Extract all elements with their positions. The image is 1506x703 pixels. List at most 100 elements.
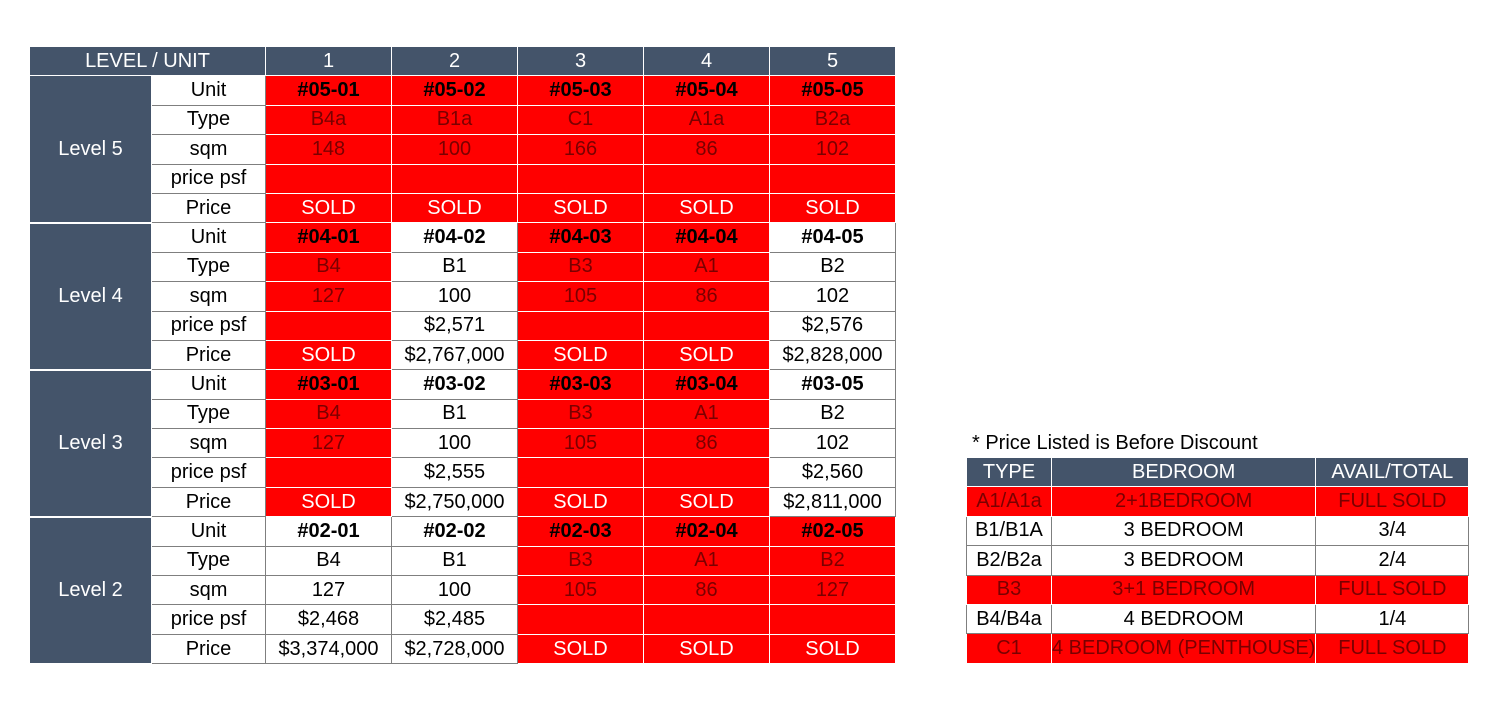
price-psf-cell: [265, 457, 392, 488]
unit-type-cell: B3: [517, 545, 644, 577]
row-label: Price: [151, 339, 266, 371]
summary-avail-cell: 2/4: [1315, 545, 1470, 576]
unit-number-cell: #04-03: [517, 222, 644, 253]
row-label: Price: [151, 633, 266, 665]
price-cell: $2,828,000: [769, 339, 896, 371]
unit-number-cell: #05-01: [265, 75, 392, 106]
summary-avail-cell: 1/4: [1315, 603, 1470, 635]
summary-type-cell: B3: [966, 574, 1052, 605]
unit-number-cell: #03-03: [517, 369, 644, 400]
unit-number-cell: #03-01: [265, 369, 392, 400]
sqm-cell: 100: [391, 428, 518, 459]
summary-row: C1 4 BEDROOM (PENTHOUSE) FULL SOLD: [966, 633, 1470, 664]
row-label: Unit: [151, 516, 266, 547]
summary-header-type: TYPE: [966, 456, 1052, 488]
row-label: Type: [151, 545, 266, 577]
unit-number-cell: #05-04: [643, 75, 770, 106]
unit-type-cell: A1: [643, 398, 770, 430]
table-row: Price SOLD $2,767,000 SOLD SOLD $2,828,000: [30, 339, 896, 371]
price-psf-cell: [517, 604, 644, 635]
summary-row: B3 3+1 BEDROOM FULL SOLD: [966, 574, 1470, 605]
level-label: Level 5: [29, 75, 152, 224]
table-row: price psf $2,555 $2,560: [30, 457, 896, 488]
level-label: Level 3: [29, 369, 152, 518]
price-cell: SOLD: [643, 339, 770, 371]
row-label: sqm: [151, 281, 266, 312]
price-cell: SOLD: [517, 339, 644, 371]
price-psf-cell: $2,468: [265, 604, 392, 635]
sqm-cell: 105: [517, 428, 644, 459]
row-label: Type: [151, 398, 266, 430]
row-label: Price: [151, 486, 266, 518]
sqm-cell: 127: [265, 575, 392, 606]
unit-type-cell: B1: [391, 398, 518, 430]
level-unit-header: LEVEL / UNIT: [29, 45, 266, 77]
unit-type-cell: B1: [391, 251, 518, 283]
row-label: Unit: [151, 222, 266, 253]
price-cell: SOLD: [517, 486, 644, 518]
table-row: Type B4 B1 B3 A1 B2: [30, 251, 896, 283]
price-cell: SOLD: [517, 633, 644, 665]
summary-row: B1/B1A 3 BEDROOM 3/4: [966, 515, 1470, 547]
sqm-cell: 86: [643, 428, 770, 459]
summary-avail-cell: 3/4: [1315, 515, 1470, 547]
price-cell: $2,811,000: [769, 486, 896, 518]
table-row: sqm 127 100 105 86 102: [30, 281, 896, 312]
sqm-cell: 102: [769, 281, 896, 312]
unit-type-cell: B3: [517, 398, 644, 430]
price-psf-cell: [643, 310, 770, 341]
summary-header-avail: AVAIL/TOTAL: [1315, 456, 1470, 488]
unit-type-cell: A1: [643, 545, 770, 577]
sqm-cell: 127: [265, 281, 392, 312]
column-header: 1: [265, 45, 392, 77]
summary-avail-cell: FULL SOLD: [1315, 574, 1470, 605]
table-row: Type B4 B1 B3 A1 B2: [30, 545, 896, 577]
price-psf-cell: $2,555: [391, 457, 518, 488]
table-row: Price SOLD SOLD SOLD SOLD SOLD: [30, 192, 896, 224]
row-label: price psf: [151, 604, 266, 635]
unit-type-cell: B4a: [265, 104, 392, 136]
table-row: Price SOLD $2,750,000 SOLD SOLD $2,811,000: [30, 486, 896, 518]
summary-type-cell: A1/A1a: [966, 486, 1052, 517]
row-label: sqm: [151, 428, 266, 459]
unit-number-cell: #03-02: [391, 369, 518, 400]
price-cell: SOLD: [391, 192, 518, 224]
unit-number-cell: #04-04: [643, 222, 770, 253]
row-label: Unit: [151, 75, 266, 106]
table-row: price psf: [30, 163, 896, 194]
unit-type-cell: B2: [769, 545, 896, 577]
price-cell: $2,750,000: [391, 486, 518, 518]
unit-type-cell: B1a: [391, 104, 518, 136]
row-label: Type: [151, 251, 266, 283]
sqm-cell: 100: [391, 575, 518, 606]
table-row: price psf $2,468 $2,485: [30, 604, 896, 635]
summary-bedroom-cell: 2+1BEDROOM: [1050, 486, 1317, 517]
table-row: price psf $2,571 $2,576: [30, 310, 896, 341]
summary-bedroom-cell: 3+1 BEDROOM: [1050, 574, 1317, 605]
price-cell: SOLD: [265, 339, 392, 371]
unit-number-cell: #04-05: [769, 222, 896, 253]
unit-type-cell: A1a: [643, 104, 770, 136]
unit-type-cell: B4: [265, 398, 392, 430]
summary-row: B2/B2a 3 BEDROOM 2/4: [966, 545, 1470, 576]
unit-number-cell: #02-02: [391, 516, 518, 547]
row-label: Type: [151, 104, 266, 136]
summary-bedroom-cell: 3 BEDROOM: [1050, 515, 1317, 547]
table-header-row: LEVEL / UNIT 1 2 3 4 5: [29, 45, 896, 77]
level-label: Level 2: [29, 516, 152, 665]
price-psf-cell: $2,485: [391, 604, 518, 635]
sqm-cell: 105: [517, 575, 644, 606]
price-cell: SOLD: [265, 486, 392, 518]
price-psf-cell: $2,576: [769, 310, 896, 341]
table-row: Level 3 Unit #03-01 #03-02 #03-03 #03-04 #03-0…: [29, 369, 896, 518]
table-row: Level 4 Unit #04-01 #04-02 #04-03 #04-04 #04-0…: [29, 222, 896, 371]
table-row: Price $3,374,000 $2,728,000 SOLD SOLD SOLD: [30, 633, 896, 665]
sqm-cell: 102: [769, 428, 896, 459]
price-psf-cell: [643, 163, 770, 194]
unit-number-cell: #03-04: [643, 369, 770, 400]
unit-type-cell: C1: [517, 104, 644, 136]
type-summary-table: TYPE BEDROOM AVAIL/TOTAL A1/A1a 2+1BEDROO…: [966, 456, 1470, 664]
unit-number-cell: #03-05: [769, 369, 896, 400]
summary-type-cell: B4/B4a: [966, 603, 1052, 635]
sqm-cell: 86: [643, 575, 770, 606]
